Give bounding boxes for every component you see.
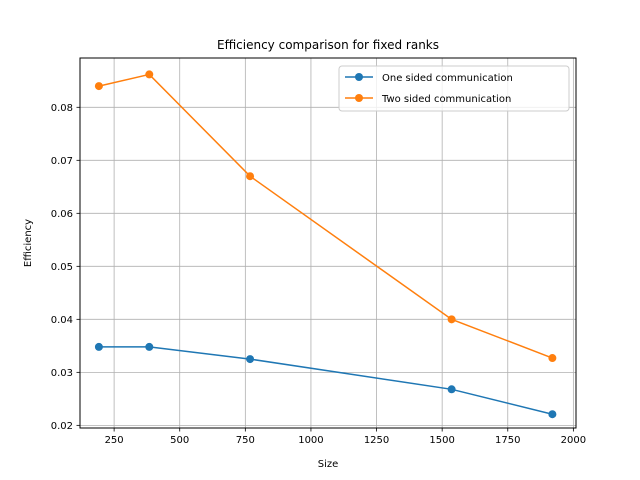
x-tick-label: 500 xyxy=(170,435,189,446)
chart-title: Efficiency comparison for fixed ranks xyxy=(217,38,439,52)
y-axis-label: Efficiency xyxy=(23,219,34,267)
series-lines xyxy=(94,70,557,419)
grid-lines xyxy=(80,58,576,428)
x-tick-label: 750 xyxy=(236,435,255,446)
x-tick-label: 2000 xyxy=(561,435,586,446)
legend-item: Two sided communication xyxy=(345,94,511,105)
axis-ticks: 250 500 750 1000 1250 1500 1750 2000 0.02 0.03 0.0… xyxy=(51,103,586,446)
x-tick-label: 1500 xyxy=(429,435,454,446)
x-tick-label: 1000 xyxy=(298,435,323,446)
y-tick-label: 0.02 xyxy=(51,421,73,432)
data-point xyxy=(447,315,456,324)
data-point xyxy=(447,385,456,394)
series-two-sided xyxy=(94,70,557,363)
plot-area-frame xyxy=(79,57,577,429)
data-point xyxy=(246,172,255,181)
y-tick-label: 0.04 xyxy=(51,315,73,326)
x-tick-label: 250 xyxy=(105,435,124,446)
data-point xyxy=(145,342,154,351)
legend-label: One sided communication xyxy=(382,73,513,84)
data-point xyxy=(145,70,154,79)
y-tick-label: 0.03 xyxy=(51,368,73,379)
x-tick-label: 1250 xyxy=(364,435,389,446)
data-point xyxy=(548,410,557,419)
legend-box xyxy=(338,65,570,112)
y-tick-label: 0.05 xyxy=(51,262,73,273)
data-point xyxy=(548,354,557,363)
data-point xyxy=(94,342,103,351)
series-one-sided xyxy=(94,342,557,419)
x-axis-label: Size xyxy=(318,459,339,470)
x-tick-label: 1750 xyxy=(495,435,520,446)
legend-marker xyxy=(355,94,363,102)
y-tick-label: 0.06 xyxy=(51,209,73,220)
y-tick-label: 0.07 xyxy=(51,156,73,167)
y-tick-label: 0.08 xyxy=(51,103,73,114)
legend: One sided communication Two sided communi… xyxy=(338,65,570,112)
data-point xyxy=(94,82,103,91)
legend-label: Two sided communication xyxy=(381,94,511,105)
data-point xyxy=(246,355,255,364)
legend-marker xyxy=(355,73,363,81)
legend-item: One sided communication xyxy=(345,73,513,84)
